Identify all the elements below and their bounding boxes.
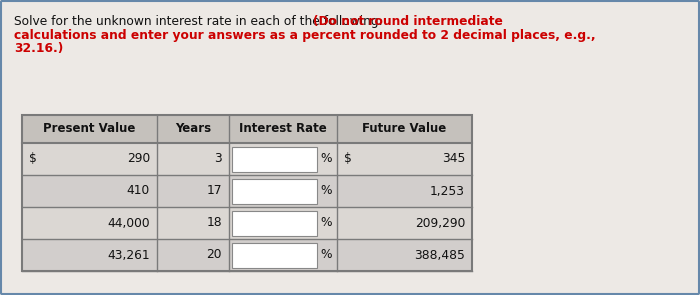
Text: %: %: [321, 153, 332, 165]
Text: 17: 17: [206, 184, 222, 197]
Bar: [22, 115, 472, 271]
Bar: [232, 211, 317, 235]
Text: $: $: [344, 153, 351, 165]
Text: 44,000: 44,000: [107, 217, 150, 230]
Text: Present Value: Present Value: [43, 122, 136, 135]
Text: %: %: [321, 217, 332, 230]
Text: 345: 345: [442, 153, 465, 165]
Text: 1,253: 1,253: [430, 184, 465, 197]
Text: 3: 3: [214, 153, 222, 165]
Bar: [22, 115, 472, 143]
Text: Interest Rate: Interest Rate: [239, 122, 327, 135]
Text: %: %: [321, 184, 332, 197]
Bar: [22, 143, 472, 175]
Bar: [232, 178, 317, 204]
Bar: [22, 239, 472, 271]
Bar: [232, 147, 317, 171]
Text: %: %: [321, 248, 332, 261]
Text: Future Value: Future Value: [363, 122, 447, 135]
Bar: [22, 207, 472, 239]
Text: 410: 410: [127, 184, 150, 197]
Text: 32.16.): 32.16.): [14, 42, 63, 55]
Text: (Do not round intermediate: (Do not round intermediate: [313, 15, 503, 28]
Text: 18: 18: [206, 217, 222, 230]
Text: 290: 290: [127, 153, 150, 165]
Bar: [232, 242, 317, 268]
Text: 20: 20: [206, 248, 222, 261]
Text: 388,485: 388,485: [414, 248, 465, 261]
Text: calculations and enter your answers as a percent rounded to 2 decimal places, e.: calculations and enter your answers as a…: [14, 29, 596, 42]
Text: 43,261: 43,261: [107, 248, 150, 261]
Text: $: $: [29, 153, 36, 165]
Text: Solve for the unknown interest rate in each of the following:: Solve for the unknown interest rate in e…: [14, 15, 386, 28]
Bar: [22, 175, 472, 207]
Text: 209,290: 209,290: [414, 217, 465, 230]
Text: Years: Years: [175, 122, 211, 135]
